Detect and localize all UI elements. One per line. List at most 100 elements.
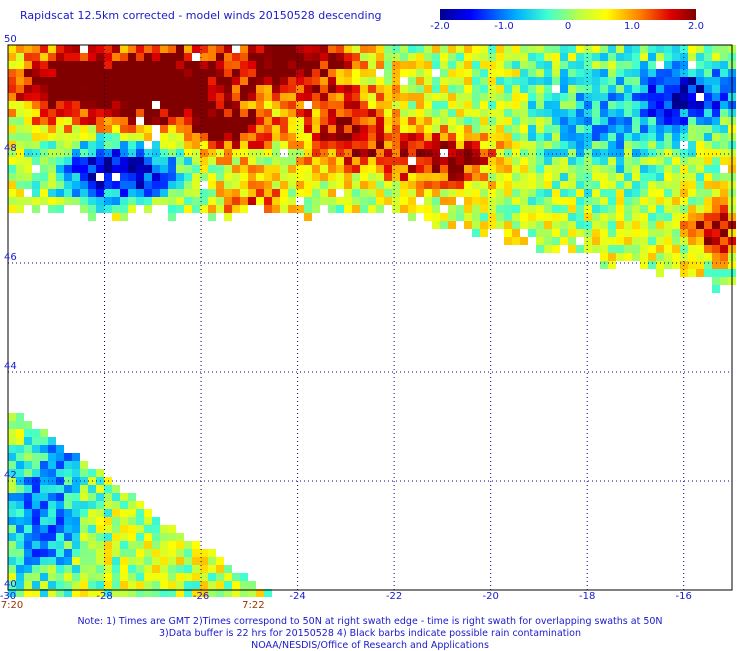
data-cell: [200, 205, 208, 213]
data-cell: [280, 205, 288, 213]
data-cell: [176, 173, 184, 181]
data-cell: [576, 53, 584, 61]
data-cell: [168, 533, 176, 541]
colorbar-tick-label: 1.0: [624, 21, 640, 32]
data-cell: [272, 53, 280, 61]
data-cell: [416, 133, 424, 141]
data-cell: [80, 589, 88, 597]
data-cell: [568, 189, 576, 197]
data-cell: [192, 205, 200, 213]
data-cell: [72, 133, 80, 141]
data-cell: [712, 149, 720, 157]
data-cell: [152, 53, 160, 61]
data-cell: [512, 165, 520, 173]
data-cell: [536, 53, 544, 61]
data-cell: [200, 133, 208, 141]
data-cell: [448, 45, 456, 53]
data-cell: [472, 93, 480, 101]
data-cell: [584, 237, 592, 245]
data-cell: [32, 461, 40, 469]
data-cell: [184, 181, 192, 189]
data-cell: [48, 69, 56, 77]
data-cell: [152, 533, 160, 541]
data-cell: [672, 157, 680, 165]
data-cell: [360, 205, 368, 213]
data-cell: [392, 197, 400, 205]
data-cell: [312, 69, 320, 77]
data-cell: [376, 125, 384, 133]
data-cell: [184, 173, 192, 181]
data-cell: [448, 85, 456, 93]
data-cell: [552, 213, 560, 221]
data-cell: [672, 109, 680, 117]
data-cell: [272, 117, 280, 125]
data-cell: [392, 101, 400, 109]
data-cell: [176, 181, 184, 189]
data-cell: [672, 181, 680, 189]
data-cell: [464, 53, 472, 61]
data-cell: [280, 157, 288, 165]
data-cell: [56, 581, 64, 589]
data-cell: [608, 157, 616, 165]
data-cell: [544, 221, 552, 229]
data-cell: [80, 61, 88, 69]
data-cell: [704, 149, 712, 157]
data-cell: [48, 61, 56, 69]
data-cell: [592, 125, 600, 133]
data-cell: [624, 205, 632, 213]
data-cell: [200, 109, 208, 117]
data-cell: [640, 101, 648, 109]
data-cell: [400, 53, 408, 61]
data-cell: [536, 245, 544, 253]
data-cell: [552, 125, 560, 133]
data-cell: [600, 149, 608, 157]
data-cell: [104, 117, 112, 125]
data-cell: [296, 109, 304, 117]
data-cell: [488, 69, 496, 77]
data-cell: [608, 109, 616, 117]
data-cell: [176, 557, 184, 565]
data-cell: [8, 549, 16, 557]
data-cell: [48, 45, 56, 53]
data-cell: [96, 525, 104, 533]
data-cell: [32, 589, 40, 597]
data-cell: [40, 445, 48, 453]
data-cell: [280, 69, 288, 77]
data-cell: [192, 189, 200, 197]
data-cell: [456, 45, 464, 53]
data-cell: [488, 117, 496, 125]
data-cell: [448, 213, 456, 221]
data-cell: [608, 69, 616, 77]
data-cell: [672, 173, 680, 181]
data-cell: [576, 85, 584, 93]
data-cell: [544, 141, 552, 149]
data-cell: [176, 157, 184, 165]
data-cell: [32, 509, 40, 517]
data-cell: [8, 173, 16, 181]
data-cell: [280, 189, 288, 197]
data-cell: [576, 93, 584, 101]
data-cell: [256, 133, 264, 141]
data-cell: [40, 453, 48, 461]
data-cell: [528, 93, 536, 101]
swath-time-label: 7:22: [242, 600, 265, 611]
data-cell: [560, 213, 568, 221]
data-cell: [80, 549, 88, 557]
data-cell: [664, 93, 672, 101]
data-cell: [392, 205, 400, 213]
data-cell: [232, 93, 240, 101]
data-cell: [608, 221, 616, 229]
data-cell: [592, 181, 600, 189]
data-cell: [576, 61, 584, 69]
data-cell: [520, 173, 528, 181]
data-cell: [88, 125, 96, 133]
data-cell: [720, 181, 728, 189]
data-cell: [72, 165, 80, 173]
data-cell: [528, 53, 536, 61]
data-cell: [416, 157, 424, 165]
data-cell: [704, 77, 712, 85]
data-cell: [200, 197, 208, 205]
data-cell: [600, 141, 608, 149]
data-cell: [248, 589, 256, 597]
data-cell: [640, 45, 648, 53]
